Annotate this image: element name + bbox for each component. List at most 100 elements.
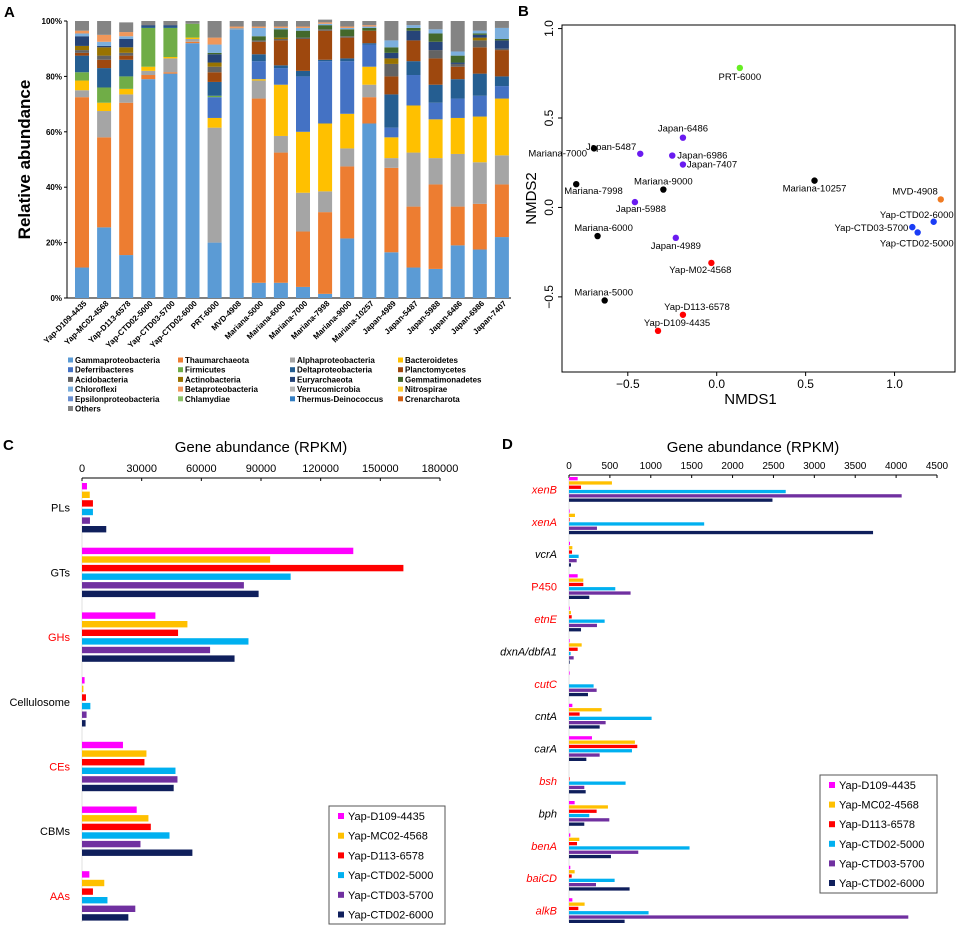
bar-segment [384,137,399,159]
bar-segment [384,167,399,253]
bar-segment [450,21,465,52]
point-label: Japan-5988 [616,204,666,215]
bar [82,685,84,693]
bar-segment [75,90,89,98]
bar-segment [75,97,89,268]
bar-segment [207,44,222,53]
chart-title: Gene abundance (RPKM) [175,439,348,456]
bar-segment [450,66,465,80]
bar-segment [75,33,89,37]
bar [569,647,578,651]
point-label: Mariana-7998 [564,186,623,197]
bar [82,741,123,749]
x-tick-label: 3000 [803,461,826,472]
bar-segment [163,27,178,58]
bar-segment [251,36,266,41]
bar-segment [494,50,509,77]
legend-swatch [68,357,73,363]
bar-segment [251,21,266,27]
bar-segment [450,63,465,67]
point-label: Yap-D113-6578 [664,302,730,313]
bar-segment [75,36,89,46]
bar-segment [340,37,355,59]
point-label: Mariana-9000 [634,177,693,188]
bar-segment [362,123,377,299]
legend-swatch [398,386,403,392]
y-tick-label: 0.5 [542,109,556,126]
bar [82,767,176,774]
legend-swatch [290,376,295,382]
bar [82,879,105,887]
bar [569,883,596,887]
legend-label: Deltaproteobacteria [297,366,373,375]
bar [569,781,626,785]
bar [82,905,136,912]
legend: Yap-D109-4435 Yap-MC02-4568 Yap-D113-6578 Y… [328,805,446,925]
bar [82,655,235,662]
point-label: Japan-5487 [586,142,636,153]
bar [569,688,597,692]
bar-segment [318,59,333,62]
legend-label: Yap-CTD02-5000 [839,839,924,851]
panel-label-b: B [518,3,529,20]
bar-segment [119,55,134,60]
bar [569,651,571,656]
bar-segment [406,105,421,153]
bar [569,485,582,489]
bar [569,498,773,502]
y-axis-label: NMDS2 [523,172,540,225]
legend-swatch [290,386,295,392]
bar-segment [163,26,178,28]
x-tick-label: 4500 [926,461,949,472]
scatter-point [914,229,921,236]
bar-segment [362,97,377,124]
bar-segment [75,50,89,53]
bar-segment [119,52,134,56]
bar-segment [318,191,333,213]
x-tick-label: 90000 [246,463,277,475]
bar-segment [296,231,310,287]
bar-segment [141,75,156,80]
bar-segment [207,95,222,98]
bar-segment [207,66,222,73]
legend-label: Thaumarchaeota [185,356,250,365]
bar [82,621,188,628]
point-label: Yap-M02-4568 [669,265,731,276]
bar-segment [273,39,288,41]
bar-segment [450,51,465,56]
legend-swatch [398,396,403,402]
bar-segment [207,54,222,63]
panel-c-cazy-gene-abundance: C Gene abundance (RPKM) 0 30000 60000 90000 12… [3,437,458,925]
bar-segment [428,119,443,159]
legend-label: Yap-D113-6578 [839,819,915,831]
legend-label: Yap-CTD02-6000 [839,878,924,890]
bar [569,494,902,498]
bar-segment [340,58,355,62]
category-label: bsh [539,776,557,788]
bar-segment [97,21,112,35]
bar-segment [494,155,509,185]
bar [569,749,632,753]
bar-segment [119,22,134,33]
bar-segment [207,242,222,298]
bar-segment [318,29,333,31]
y-tick-label: 20% [46,239,62,248]
bar-segment [384,21,399,41]
point-label: Mariana-7000 [528,148,587,159]
bar [569,587,616,591]
bar-segment [273,84,288,136]
bar [569,563,571,567]
bar-segment [207,117,222,128]
bar-segment [384,76,399,95]
bar [569,477,578,481]
bar [569,692,588,697]
bar [569,684,594,688]
bar [82,517,90,524]
x-tick-label: 0.5 [797,377,814,391]
bar [569,530,874,535]
scatter-point [573,180,580,188]
legend-label: Yap-D109-4435 [348,811,425,823]
bar-segment [340,36,355,38]
bar [569,541,570,546]
